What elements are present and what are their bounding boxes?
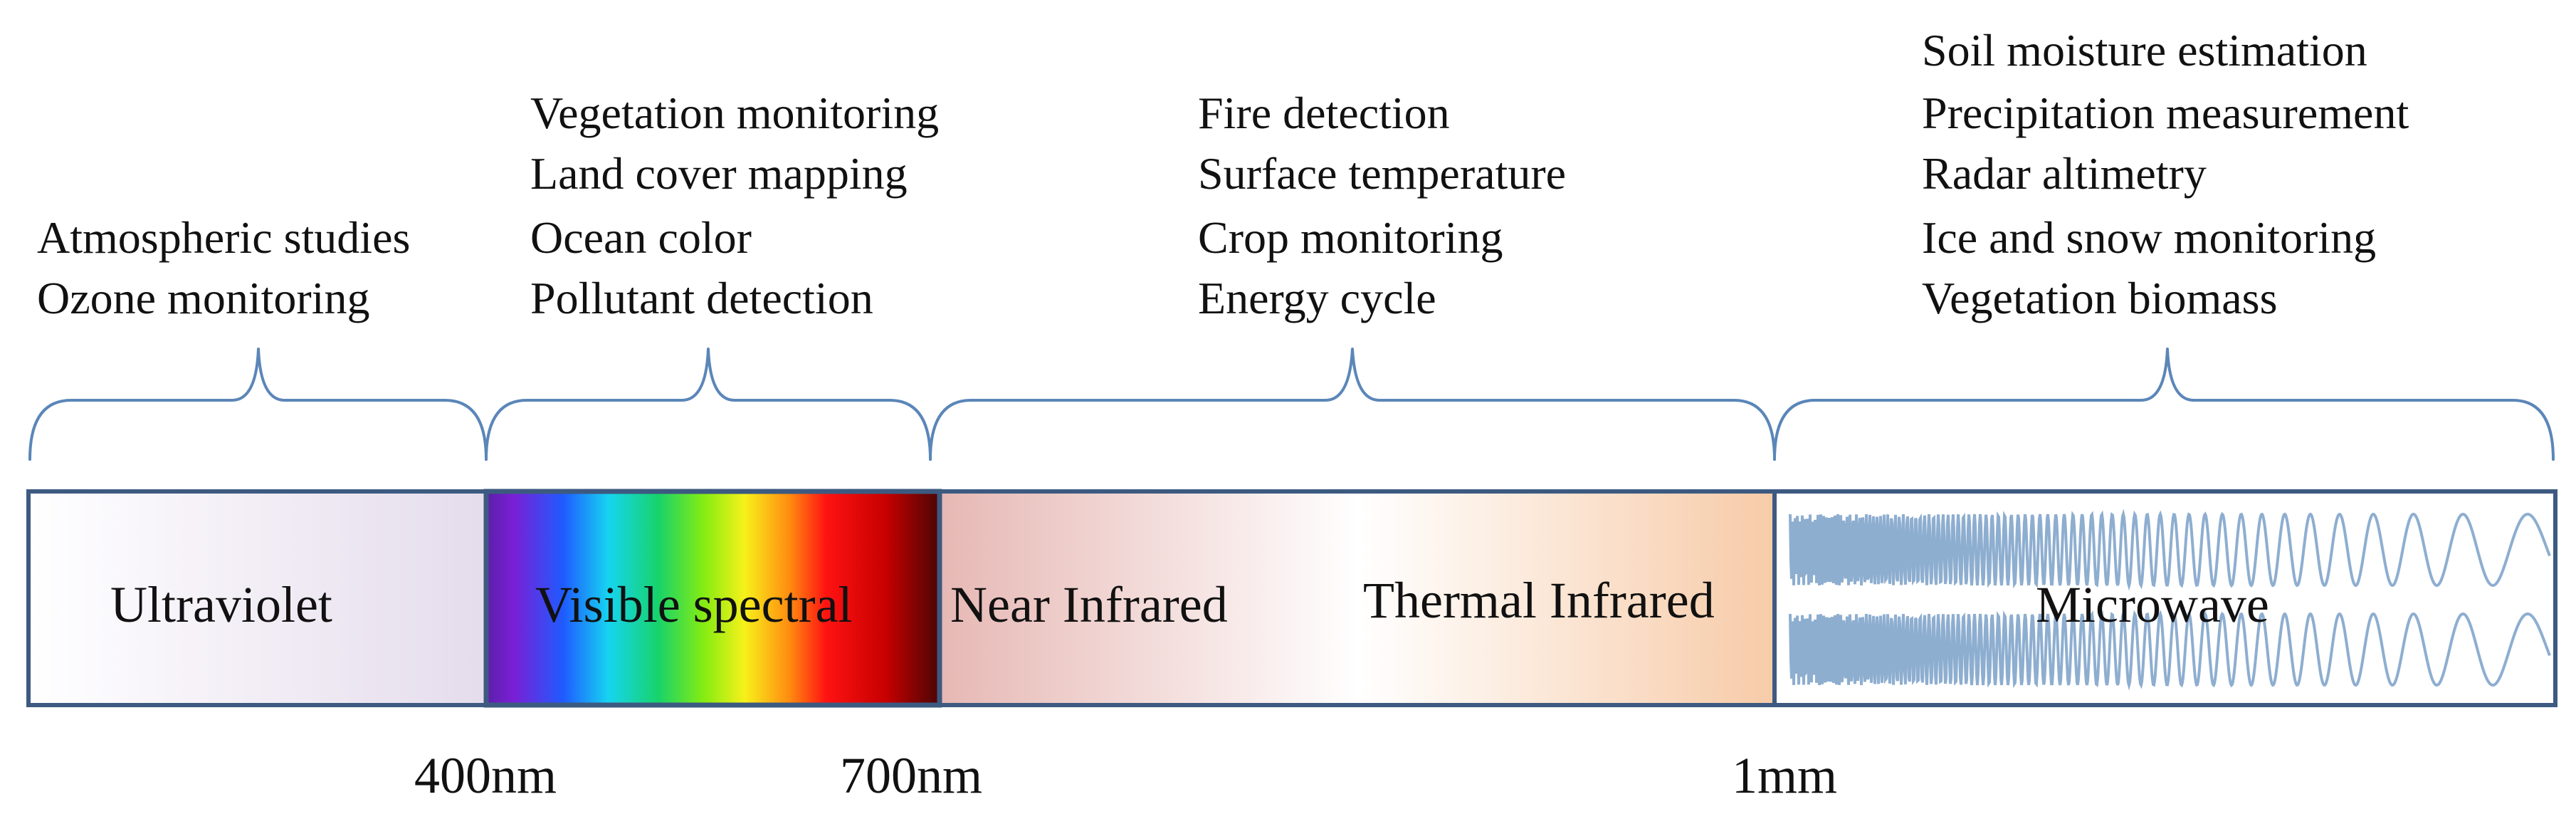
application-item: Surface temperature [1198,148,1566,199]
application-item: Atmospheric studies [37,212,410,263]
microwave-label: Microwave [2036,576,2269,633]
application-item: Crop monitoring [1198,212,1503,263]
application-item: Radar altimetry [1922,148,2207,199]
thermal-infrared-label: Thermal Infrared [1363,572,1715,629]
brackets [28,348,2555,461]
application-item: Fire detection [1198,88,1450,138]
application-item: Ocean color [530,212,752,263]
infrared-applications: Fire detection Surface temperature Crop … [1198,88,1566,323]
microwave-wave-line [1789,509,2551,591]
ultraviolet-label: Ultraviolet [110,576,332,633]
spectrum-bar [26,489,2557,708]
near-infrared-label: Near Infrared [950,576,1228,633]
visible-band [486,491,940,705]
microwave-waves [1789,509,2551,691]
application-item: Ice and snow monitoring [1922,212,2376,263]
ultraviolet-applications: Atmospheric studies Ozone monitoring [37,212,410,323]
application-item: Soil moisture estimation [1922,25,2367,75]
application-item: Pollutant detection [530,273,873,323]
boundary-400nm: 400nm [414,747,557,804]
ultraviolet-band [28,491,486,705]
band-labels: Ultraviolet Visible spectral Near Infrar… [110,572,2269,633]
microwave-applications: Soil moisture estimation Precipitation m… [1922,25,2409,323]
boundary-labels: 400nm 700nm 1mm [414,747,1837,804]
boundary-1mm: 1mm [1732,747,1837,804]
visible-applications: Vegetation monitoring Land cover mapping… [530,88,939,323]
microwave-bracket [1773,348,2555,461]
application-item: Vegetation monitoring [530,88,939,138]
microwave-wave-line [1789,608,2551,691]
visible-bracket [485,348,932,461]
thermal-infrared-band [1360,491,1775,705]
application-item: Precipitation measurement [1922,88,2409,138]
application-item: Ozone monitoring [37,273,369,323]
near-infrared-band [940,491,1360,705]
spectrum-frame [26,489,2557,707]
application-item: Energy cycle [1198,273,1436,323]
boundary-700nm: 700nm [840,747,982,804]
ultraviolet-bracket [28,348,488,461]
visible-band-outline [483,489,942,708]
infrared-bracket [929,348,1776,461]
visible-label: Visible spectral [535,576,853,633]
application-item: Vegetation biomass [1922,273,2277,323]
application-item: Land cover mapping [530,148,908,199]
